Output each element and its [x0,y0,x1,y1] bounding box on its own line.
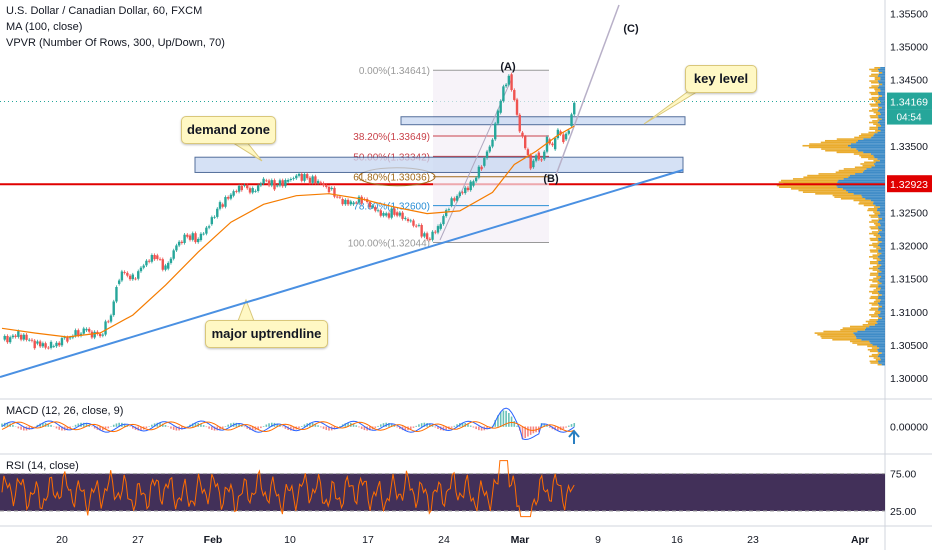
macd-zero-tick: 0.00000 [890,422,928,434]
price-tick-label: 1.32000 [890,240,928,252]
key-red-label: 1.32923 [890,179,928,191]
price-tick-label: 1.31500 [890,274,928,286]
wave-a-label: (A) [500,61,516,73]
time-tick-label: Feb [204,534,223,546]
macd-up-arrow [569,431,579,444]
price-tick-label: 1.33500 [890,141,928,153]
price-tick-label: 1.35500 [890,8,928,20]
price-tick-label: 1.30000 [890,373,928,385]
price-tick-label: 1.32500 [890,207,928,219]
time-tick-label: 23 [747,534,759,546]
time-tick-label: 10 [284,534,296,546]
wave-b-label: (B) [543,173,559,185]
demand-zone-callout: demand zone [181,116,276,144]
price-tick-label: 1.34500 [890,75,928,87]
rsi-lower-tick: 25.00 [890,506,916,518]
vpvr-histogram [777,67,885,365]
price-tick-label: 1.30500 [890,340,928,352]
time-tick-label: 17 [362,534,374,546]
time-tick-label: Mar [511,534,530,546]
major-uptrendline-callout: major uptrendline [205,320,328,348]
macd-title: MACD (12, 26, close, 9) [6,405,123,417]
time-tick-label: 9 [595,534,601,546]
price-tick-label: 1.31000 [890,307,928,319]
countdown-label: 04:54 [896,113,921,124]
vpvr-legend[interactable]: VPVR (Number Of Rows, 300, Up/Down, 70) [6,37,225,49]
fib-level-label: 0.00%(1.34641) [359,66,430,77]
fib-level-label: 38.20%(1.33649) [353,132,430,143]
current-price-label: 1.34169 [890,97,928,109]
rsi-upper-tick: 75.00 [890,469,916,481]
fib-level-label: 61.80%(1.33036) [353,173,430,184]
demand-zone-rect [195,157,683,172]
key-level-callout: key level [685,65,757,93]
price-tick-label: 1.35000 [890,41,928,53]
time-tick-label: 27 [132,534,144,546]
rsi-title: RSI (14, close) [6,460,79,472]
symbol-legend[interactable]: U.S. Dollar / Canadian Dollar, 60, FXCM [6,5,202,17]
time-tick-label: 24 [438,534,450,546]
ma-legend[interactable]: MA (100, close) [6,21,82,33]
time-tick-label: 16 [671,534,683,546]
wave-c-projection [556,5,619,175]
time-tick-label: Apr [851,534,869,546]
fib-level-label: 100.00%(1.32044) [348,239,430,250]
wave-c-label: (C) [623,23,639,35]
key-level-zone-rect [401,117,685,125]
time-tick-label: 20 [56,534,68,546]
